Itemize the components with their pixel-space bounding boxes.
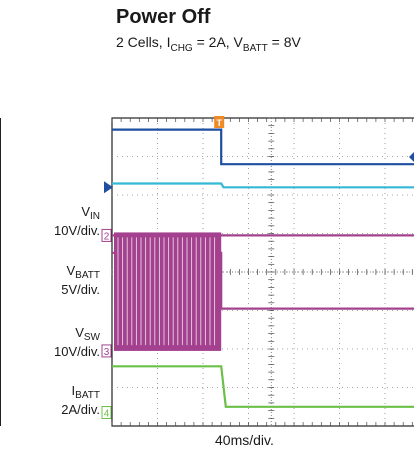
trace-ibatt <box>112 365 414 408</box>
right-edge-marker <box>409 152 414 162</box>
trace-ch0 <box>112 128 414 166</box>
vbatt-label: VBATT 5V/div. <box>61 263 100 297</box>
trace-vin <box>112 182 414 189</box>
trigger-marker-text: T <box>216 118 222 128</box>
channel-marker-3 <box>101 344 112 358</box>
chart-subtitle: 2 Cells, ICHG = 2A, VBATT = 8V <box>116 34 301 54</box>
trigger-marker <box>214 116 225 128</box>
channel-marker-1 <box>104 181 113 194</box>
ibatt-label: IBATT 2A/div. <box>61 383 100 417</box>
channel-marker-text: 2 <box>104 231 110 242</box>
left-border <box>0 118 1 426</box>
channel-marker-text: 4 <box>104 409 110 420</box>
vin-label: VIN 10V/div. <box>53 204 100 238</box>
channel-marker-4 <box>101 406 112 420</box>
channel-marker-2 <box>101 228 112 242</box>
channel-marker-text: 3 <box>104 347 110 358</box>
timebase-label: 40ms/div. <box>215 432 274 448</box>
chart-title: Power Off <box>116 6 211 28</box>
vsw-label: VSW 10V/div. <box>53 325 100 359</box>
